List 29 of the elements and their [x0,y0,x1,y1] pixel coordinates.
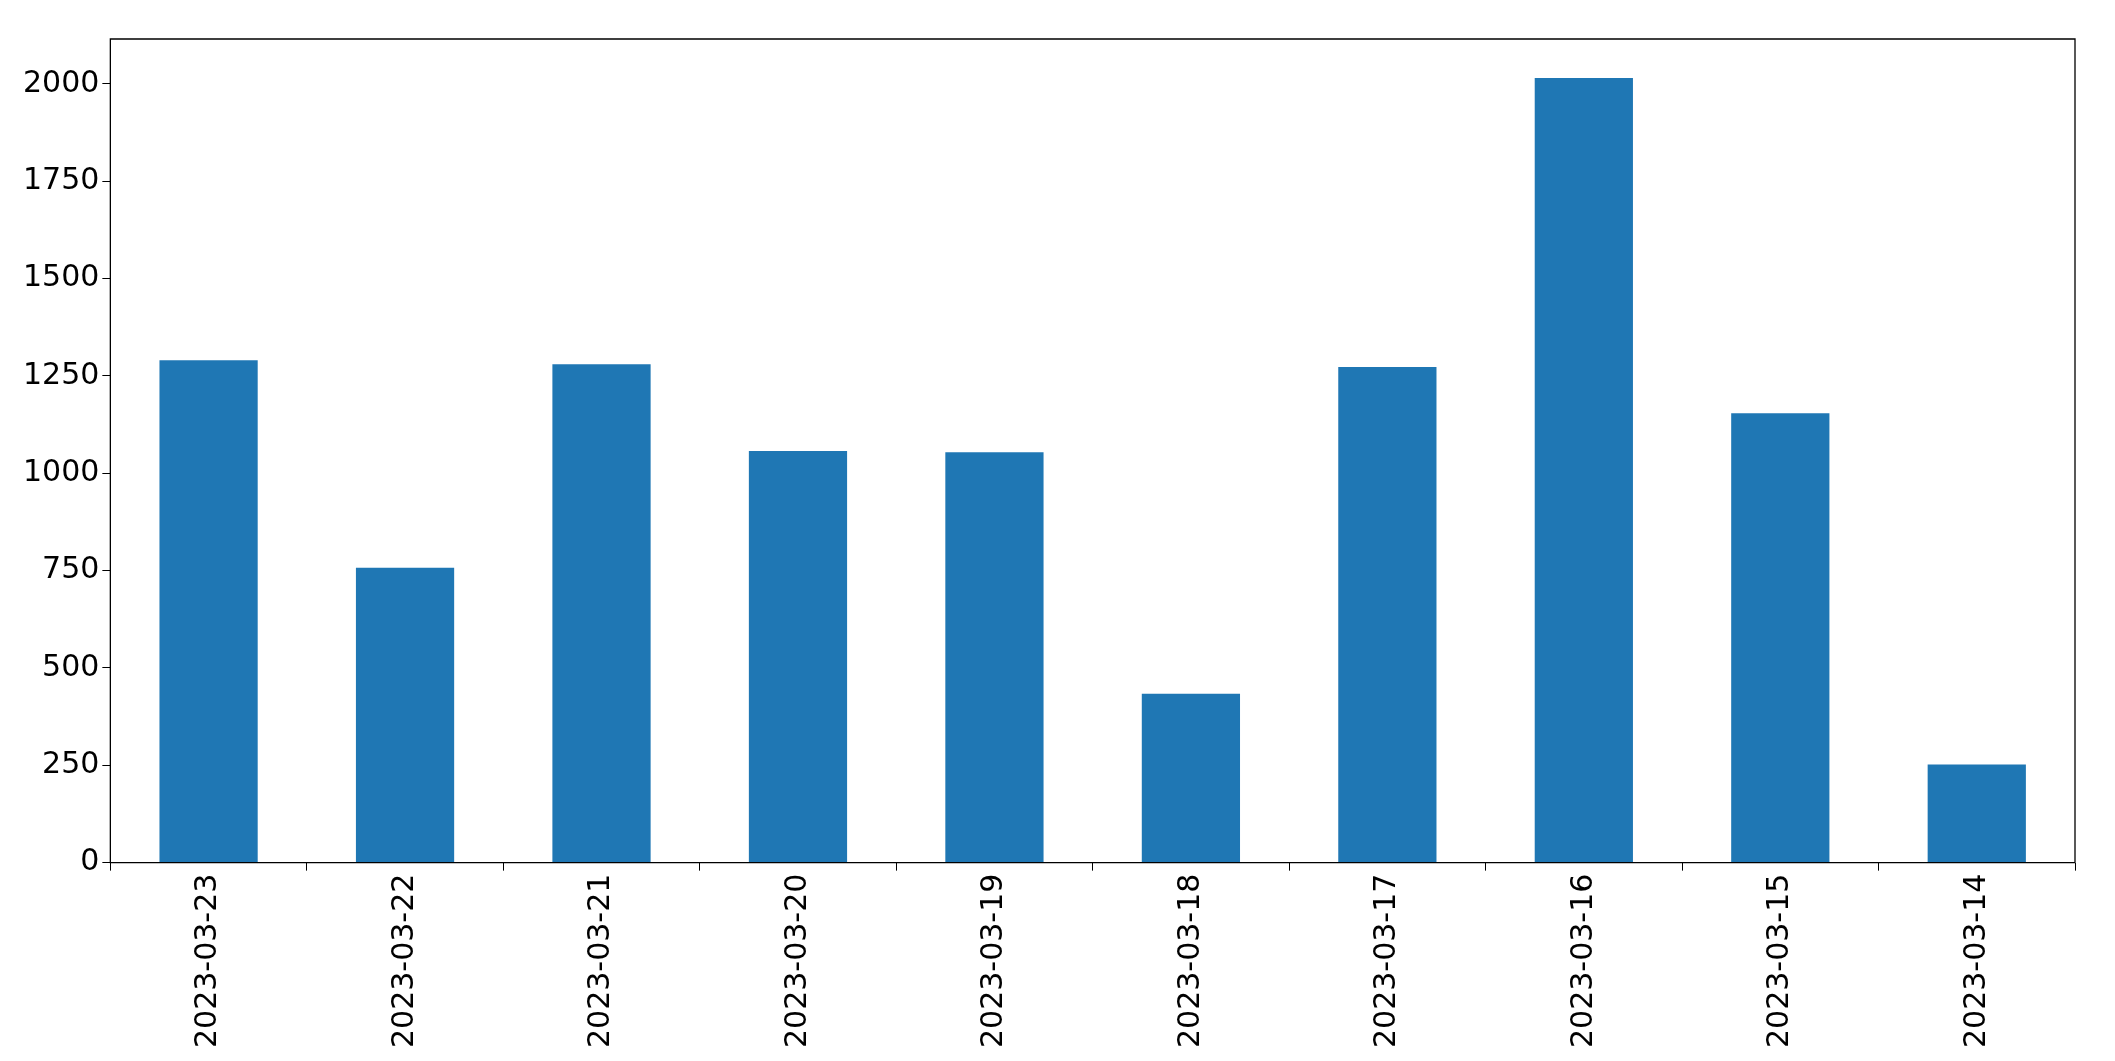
y-tick-label: 1250 [22,355,100,391]
y-tick-label: 500 [42,647,100,683]
x-tick-label: 2023-03-18 [1170,873,1206,1049]
y-tick-label: 1000 [22,453,100,489]
bar [1534,77,1633,863]
bar [159,360,258,863]
bar [1141,693,1241,863]
x-tick-label: 2023-03-17 [1367,873,1403,1049]
x-tick-label: 2023-03-21 [581,873,617,1049]
bar [748,451,848,863]
x-tick-label: 2023-03-22 [384,873,420,1049]
bar [552,364,651,863]
y-tick-label: 2000 [22,63,100,99]
x-tick-label: 2023-03-16 [1563,873,1599,1049]
bar [355,567,455,863]
bar [1927,764,2026,863]
y-tick-label: 1500 [22,258,100,294]
y-tick-label: 750 [42,550,100,586]
bar [945,452,1044,863]
y-tick-label: 0 [80,842,100,878]
bar [1731,413,1830,863]
y-tick-label: 250 [42,745,100,781]
x-tick-label: 2023-03-15 [1760,873,1796,1049]
x-tick-label: 2023-03-14 [1956,873,1992,1049]
y-tick-label: 1750 [22,160,100,196]
x-tick-label: 2023-03-19 [974,873,1010,1049]
bar [1338,366,1437,863]
x-tick-label: 2023-03-23 [188,873,224,1049]
x-tick-label: 2023-03-20 [777,873,813,1049]
